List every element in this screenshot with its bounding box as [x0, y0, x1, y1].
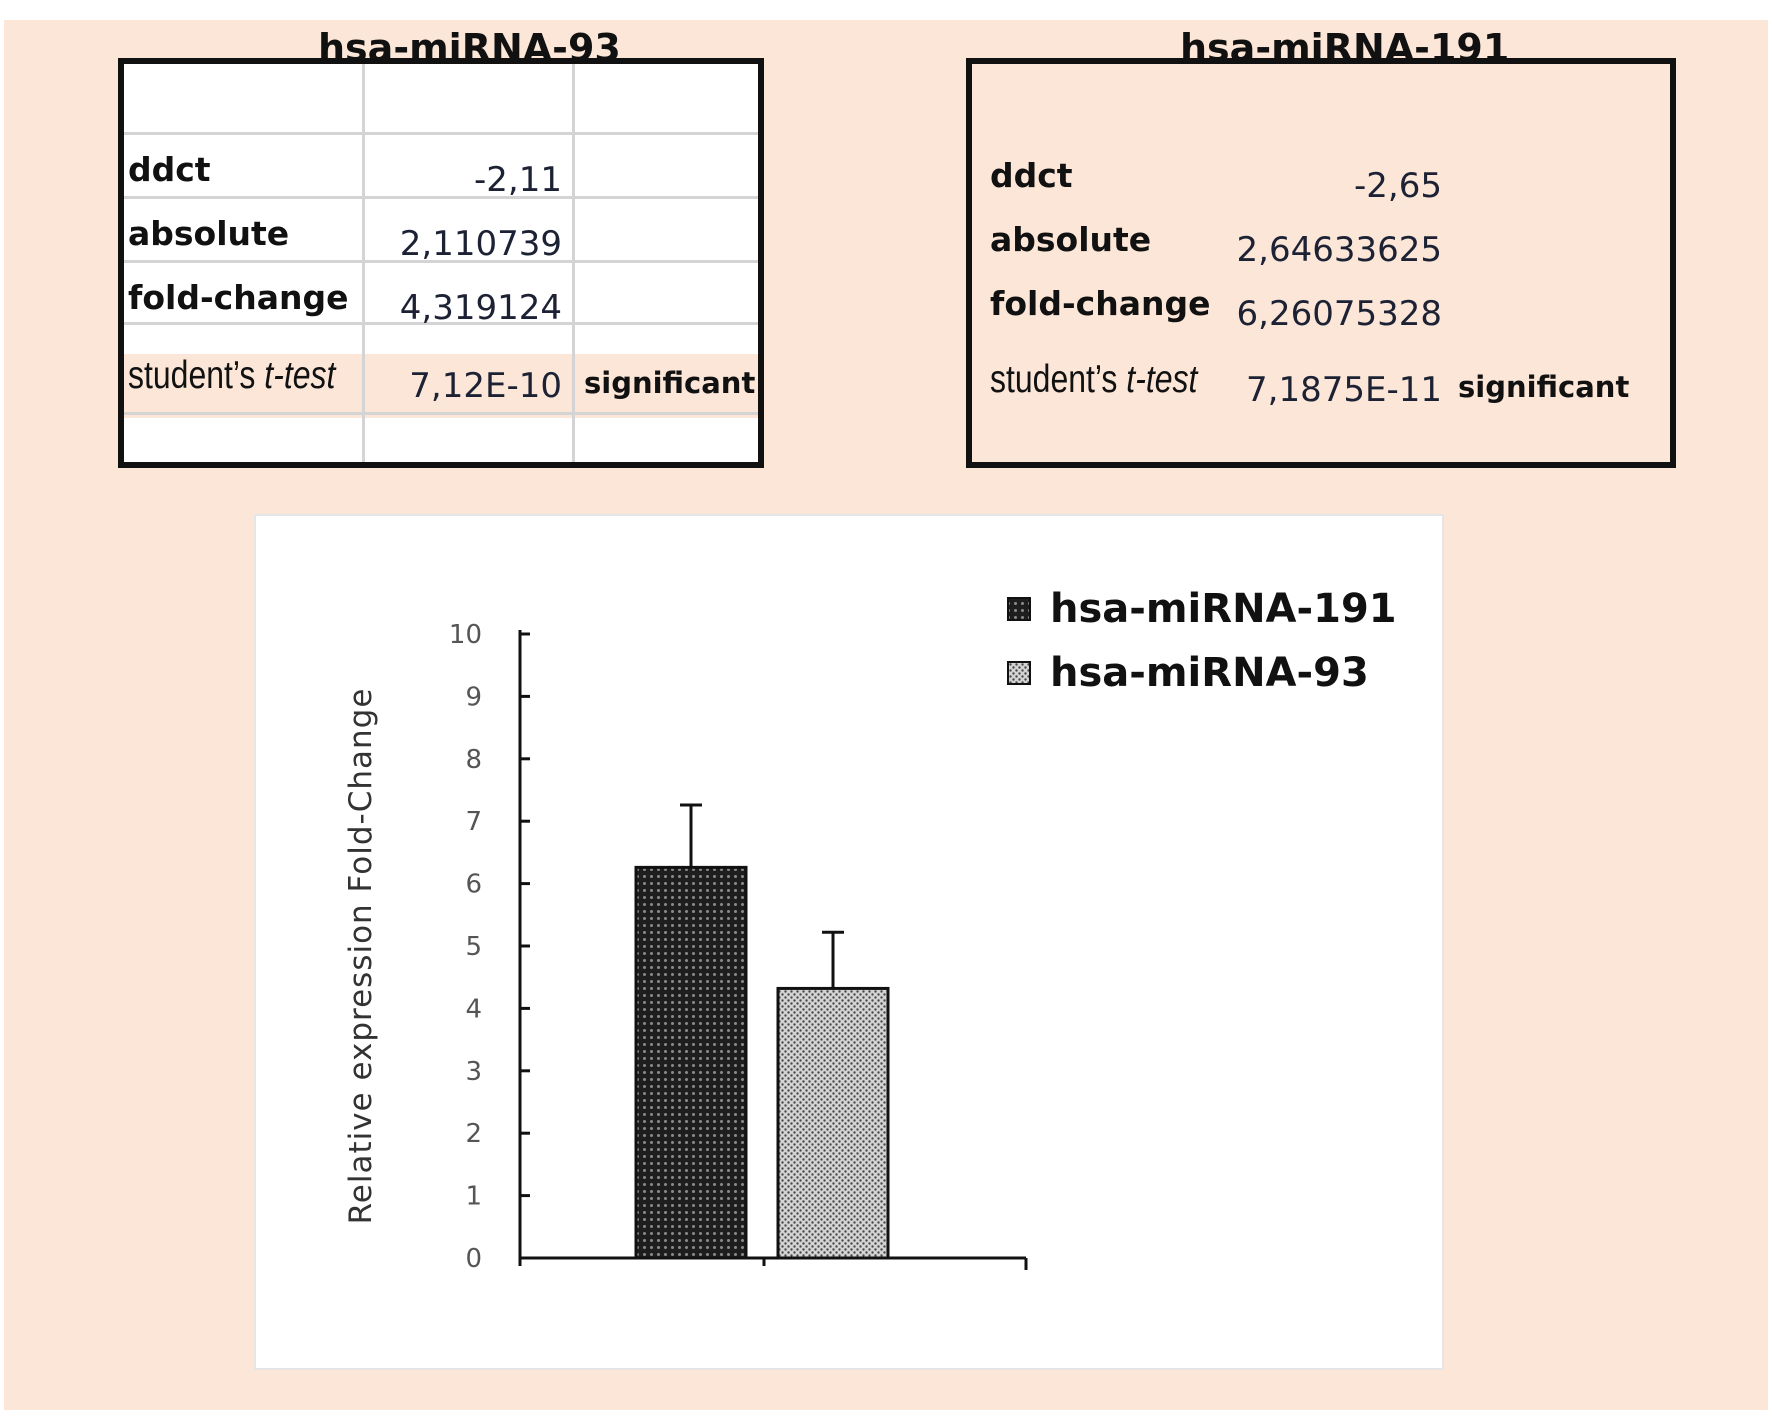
chart-panel: 0 1 2 3 4 5 6 7 8 9 10 Relative expression Fold-Cha… — [254, 514, 1444, 1370]
y-tick-label: 7 — [465, 807, 482, 837]
bar-chart: 0 1 2 3 4 5 6 7 8 9 10 Relative expression Fold-Cha… — [343, 586, 1397, 1274]
value-absolute: 2,110739 — [399, 224, 562, 264]
y-tick-label: 4 — [465, 994, 482, 1024]
y-tick-label: 6 — [465, 870, 482, 900]
y-tick-label: 2 — [465, 1119, 482, 1149]
grid-column-line — [362, 64, 365, 462]
legend-label-hsa-miRNA-191: hsa-miRNA-191 — [1050, 586, 1397, 632]
t-test-label-italic: t-test — [1126, 358, 1198, 401]
legend-label-hsa-miRNA-93: hsa-miRNA-93 — [1050, 650, 1369, 696]
grid-row-line — [124, 322, 758, 325]
row-label-t-test: student’s t-test — [990, 358, 1197, 402]
y-tick-label: 3 — [465, 1057, 482, 1087]
value-fold-change: 4,319124 — [399, 288, 562, 328]
y-tick-label: 8 — [465, 745, 482, 775]
value-t-test: 7,1875E-11 — [1246, 370, 1442, 410]
row-label-fold-change: fold-change — [128, 278, 349, 317]
row-label-ddct: ddct — [128, 150, 211, 189]
significance-note: significant — [1458, 370, 1630, 404]
row-label-ddct: ddct — [990, 156, 1073, 195]
value-absolute: 2,64633625 — [1236, 230, 1443, 270]
row-label-absolute: absolute — [990, 220, 1152, 259]
grid-row-line — [124, 412, 758, 415]
bar-hsa-miRNA-93 — [776, 986, 890, 1260]
legend-swatch-hsa-miRNA-93 — [1007, 661, 1031, 685]
y-tick-label: 9 — [465, 682, 482, 712]
y-tick-label: 0 — [465, 1244, 482, 1274]
grid-row-line — [124, 260, 758, 263]
significance-note: significant — [584, 366, 756, 400]
row-label-absolute: absolute — [128, 214, 290, 253]
value-ddct: -2,11 — [474, 160, 562, 200]
legend-swatch-hsa-miRNA-191 — [1007, 597, 1031, 621]
row-label-t-test: student’s t-test — [128, 354, 335, 398]
y-tick-label: 10 — [449, 620, 482, 650]
t-test-label-prefix: student’s — [990, 358, 1127, 401]
significant-row-highlight — [124, 354, 758, 418]
y-tick-label: 5 — [465, 932, 482, 962]
value-fold-change: 6,26075328 — [1236, 294, 1443, 334]
value-t-test: 7,12E-10 — [409, 366, 562, 406]
row-label-fold-change: fold-change — [990, 284, 1211, 323]
y-tick-label: 1 — [465, 1182, 482, 1212]
t-test-label-prefix: student’s — [128, 354, 265, 397]
grid-row-line — [124, 196, 758, 199]
table-mirna-93: ddct -2,11 absolute 2,110739 fold-change… — [118, 58, 764, 468]
y-axis-title: Relative expression Fold-Change — [343, 688, 379, 1225]
table-mirna-191: ddct -2,65 absolute 2,64633625 fold-chan… — [966, 58, 1676, 468]
value-ddct: -2,65 — [1354, 166, 1442, 206]
grid-row-line — [124, 132, 758, 135]
t-test-label-italic: t-test — [264, 354, 336, 397]
grid-column-line — [572, 64, 575, 462]
bar-hsa-miRNA-191 — [634, 865, 748, 1260]
